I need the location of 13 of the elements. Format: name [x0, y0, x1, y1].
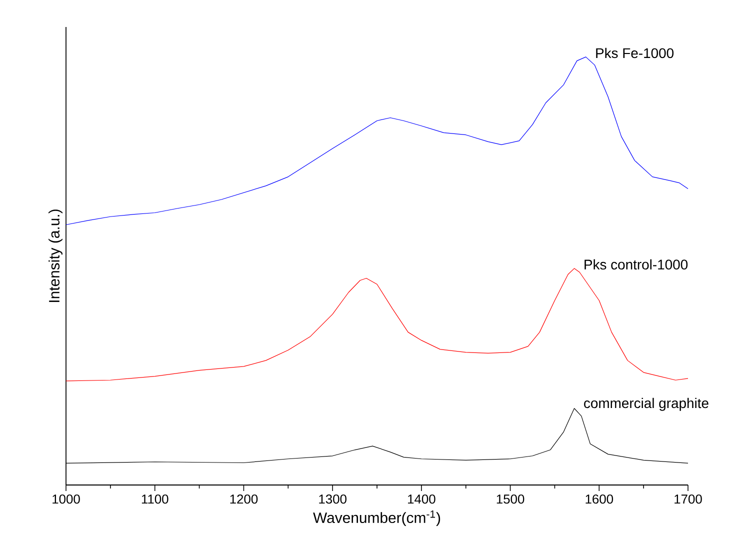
series-label: Pks Fe-1000: [596, 48, 674, 58]
series-label: Pks control-1000: [584, 259, 688, 270]
x-tick-label: 1300: [319, 494, 346, 504]
x-tick-label: 1600: [586, 494, 614, 504]
x-tick-label: 1700: [674, 494, 702, 504]
x-tick-label: 1100: [142, 494, 168, 504]
x-tick-label: 1500: [496, 494, 524, 504]
x-tick-label: 1000: [52, 494, 80, 504]
y-axis-title: Intensity (a.u.): [48, 210, 62, 302]
x-axis-title: Wavenumber(cm$^{-1}$): [313, 510, 440, 526]
x-tick-label: 1400: [408, 494, 436, 504]
series-label: commercial graphite: [584, 398, 708, 411]
x-tick-label: 1200: [230, 494, 258, 504]
